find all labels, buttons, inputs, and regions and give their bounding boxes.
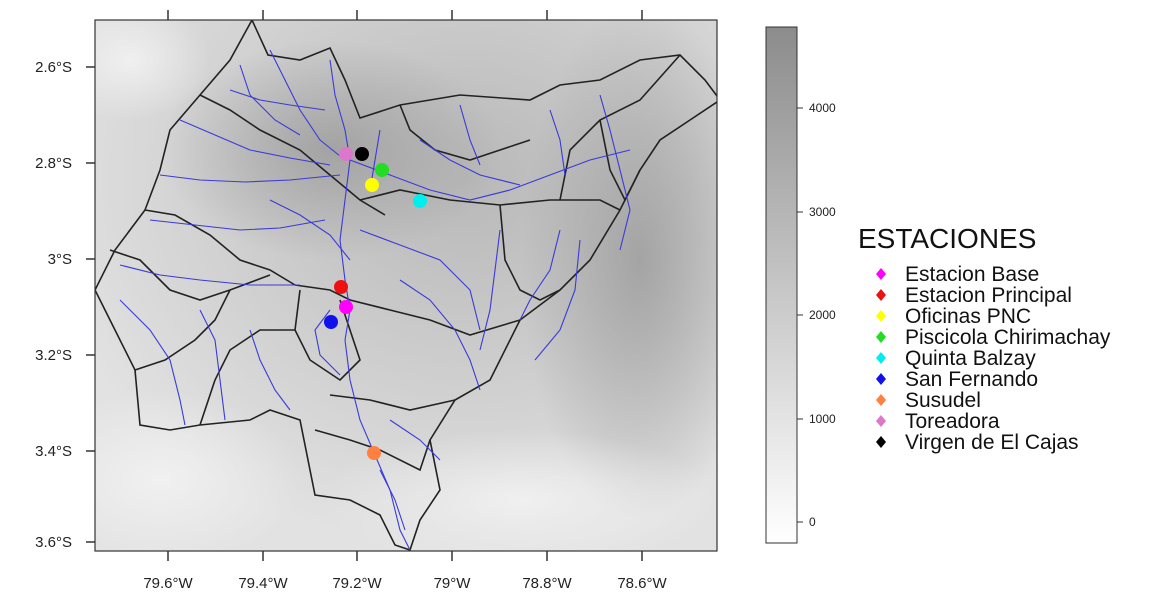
station-legend: ESTACIONES Estacion Base Estacion Princi… bbox=[858, 223, 1111, 454]
station-marker-estacion-principal bbox=[334, 280, 348, 294]
y-axis-labels: 2.6°S 2.8°S 3°S 3.2°S 3.4°S 3.6°S bbox=[35, 59, 72, 551]
y-tick-label: 3.2°S bbox=[35, 347, 72, 364]
map-frame bbox=[94, 19, 718, 552]
river-network bbox=[119, 49, 631, 551]
legend-marker-quinta-balzay bbox=[876, 352, 886, 364]
legend-marker-virgen-de-el-cajas bbox=[876, 436, 886, 448]
legend-marker-estacion-principal bbox=[876, 289, 886, 301]
legend-marker-toreadora bbox=[876, 415, 886, 427]
x-tick-label: 79.4°W bbox=[238, 575, 288, 592]
station-marker-estacion-base bbox=[339, 300, 353, 314]
legend-title: ESTACIONES bbox=[858, 223, 1036, 254]
legend-label-estacion-principal: Estacion Principal bbox=[905, 284, 1072, 307]
x-tick-label: 78.8°W bbox=[522, 575, 572, 592]
station-marker-toreadora bbox=[339, 147, 353, 161]
y-tick-label: 2.6°S bbox=[35, 59, 72, 76]
colorbar-tick-label: 2000 bbox=[809, 308, 836, 322]
y-tick-label: 3.6°S bbox=[35, 534, 72, 551]
legend-marker-susudel bbox=[876, 394, 886, 406]
colorbar-tick-label: 3000 bbox=[809, 205, 836, 219]
station-markers bbox=[324, 147, 427, 460]
x-axis-labels: 79.6°W 79.4°W 79.2°W 79°W 78.8°W 78.6°W bbox=[143, 575, 667, 592]
x-tick-label: 79.2°W bbox=[332, 575, 382, 592]
legend-marker-piscicola-chirimachay bbox=[876, 331, 886, 343]
legend-marker-estacion-base bbox=[876, 268, 886, 280]
x-axis-ticks bbox=[167, 10, 643, 561]
y-tick-label: 2.8°S bbox=[35, 155, 72, 172]
elevation-colorbar: 0 1000 2000 3000 4000 bbox=[765, 26, 836, 544]
legend-label-estacion-base: Estacion Base bbox=[905, 263, 1039, 286]
station-marker-virgen-de-el-cajas bbox=[355, 147, 369, 161]
y-tick-label: 3.4°S bbox=[35, 443, 72, 460]
station-marker-san-fernando bbox=[324, 315, 338, 329]
colorbar-tick-label: 4000 bbox=[809, 101, 836, 115]
basin-boundaries bbox=[95, 20, 717, 551]
legend-label-quinta-balzay: Quinta Balzay bbox=[905, 347, 1036, 370]
legend-label-oficinas-pnc: Oficinas PNC bbox=[905, 305, 1031, 328]
legend-label-piscicola-chirimachay: Piscicola Chirimachay bbox=[905, 326, 1111, 349]
x-tick-label: 78.6°W bbox=[617, 575, 667, 592]
colorbar-tick-label: 0 bbox=[809, 515, 816, 529]
colorbar-tick-label: 1000 bbox=[809, 412, 836, 426]
x-tick-label: 79.6°W bbox=[143, 575, 193, 592]
station-marker-oficinas-pnc bbox=[365, 178, 379, 192]
x-tick-label: 79°W bbox=[434, 575, 472, 592]
colorbar-gradient bbox=[765, 26, 798, 544]
legend-marker-oficinas-pnc bbox=[876, 310, 886, 322]
elevation-raster bbox=[95, 20, 717, 551]
legend-marker-san-fernando bbox=[876, 373, 886, 385]
station-marker-piscicola-chirimachay bbox=[375, 163, 389, 177]
y-axis-ticks bbox=[86, 66, 95, 543]
legend-label-virgen-de-el-cajas: Virgen de El Cajas bbox=[905, 431, 1079, 454]
legend-label-susudel: Susudel bbox=[905, 389, 981, 412]
station-marker-quinta-balzay bbox=[413, 194, 427, 208]
y-tick-label: 3°S bbox=[48, 251, 72, 268]
legend-label-toreadora: Toreadora bbox=[905, 410, 1000, 433]
station-marker-susudel bbox=[367, 446, 381, 460]
legend-label-san-fernando: San Fernando bbox=[905, 368, 1038, 391]
